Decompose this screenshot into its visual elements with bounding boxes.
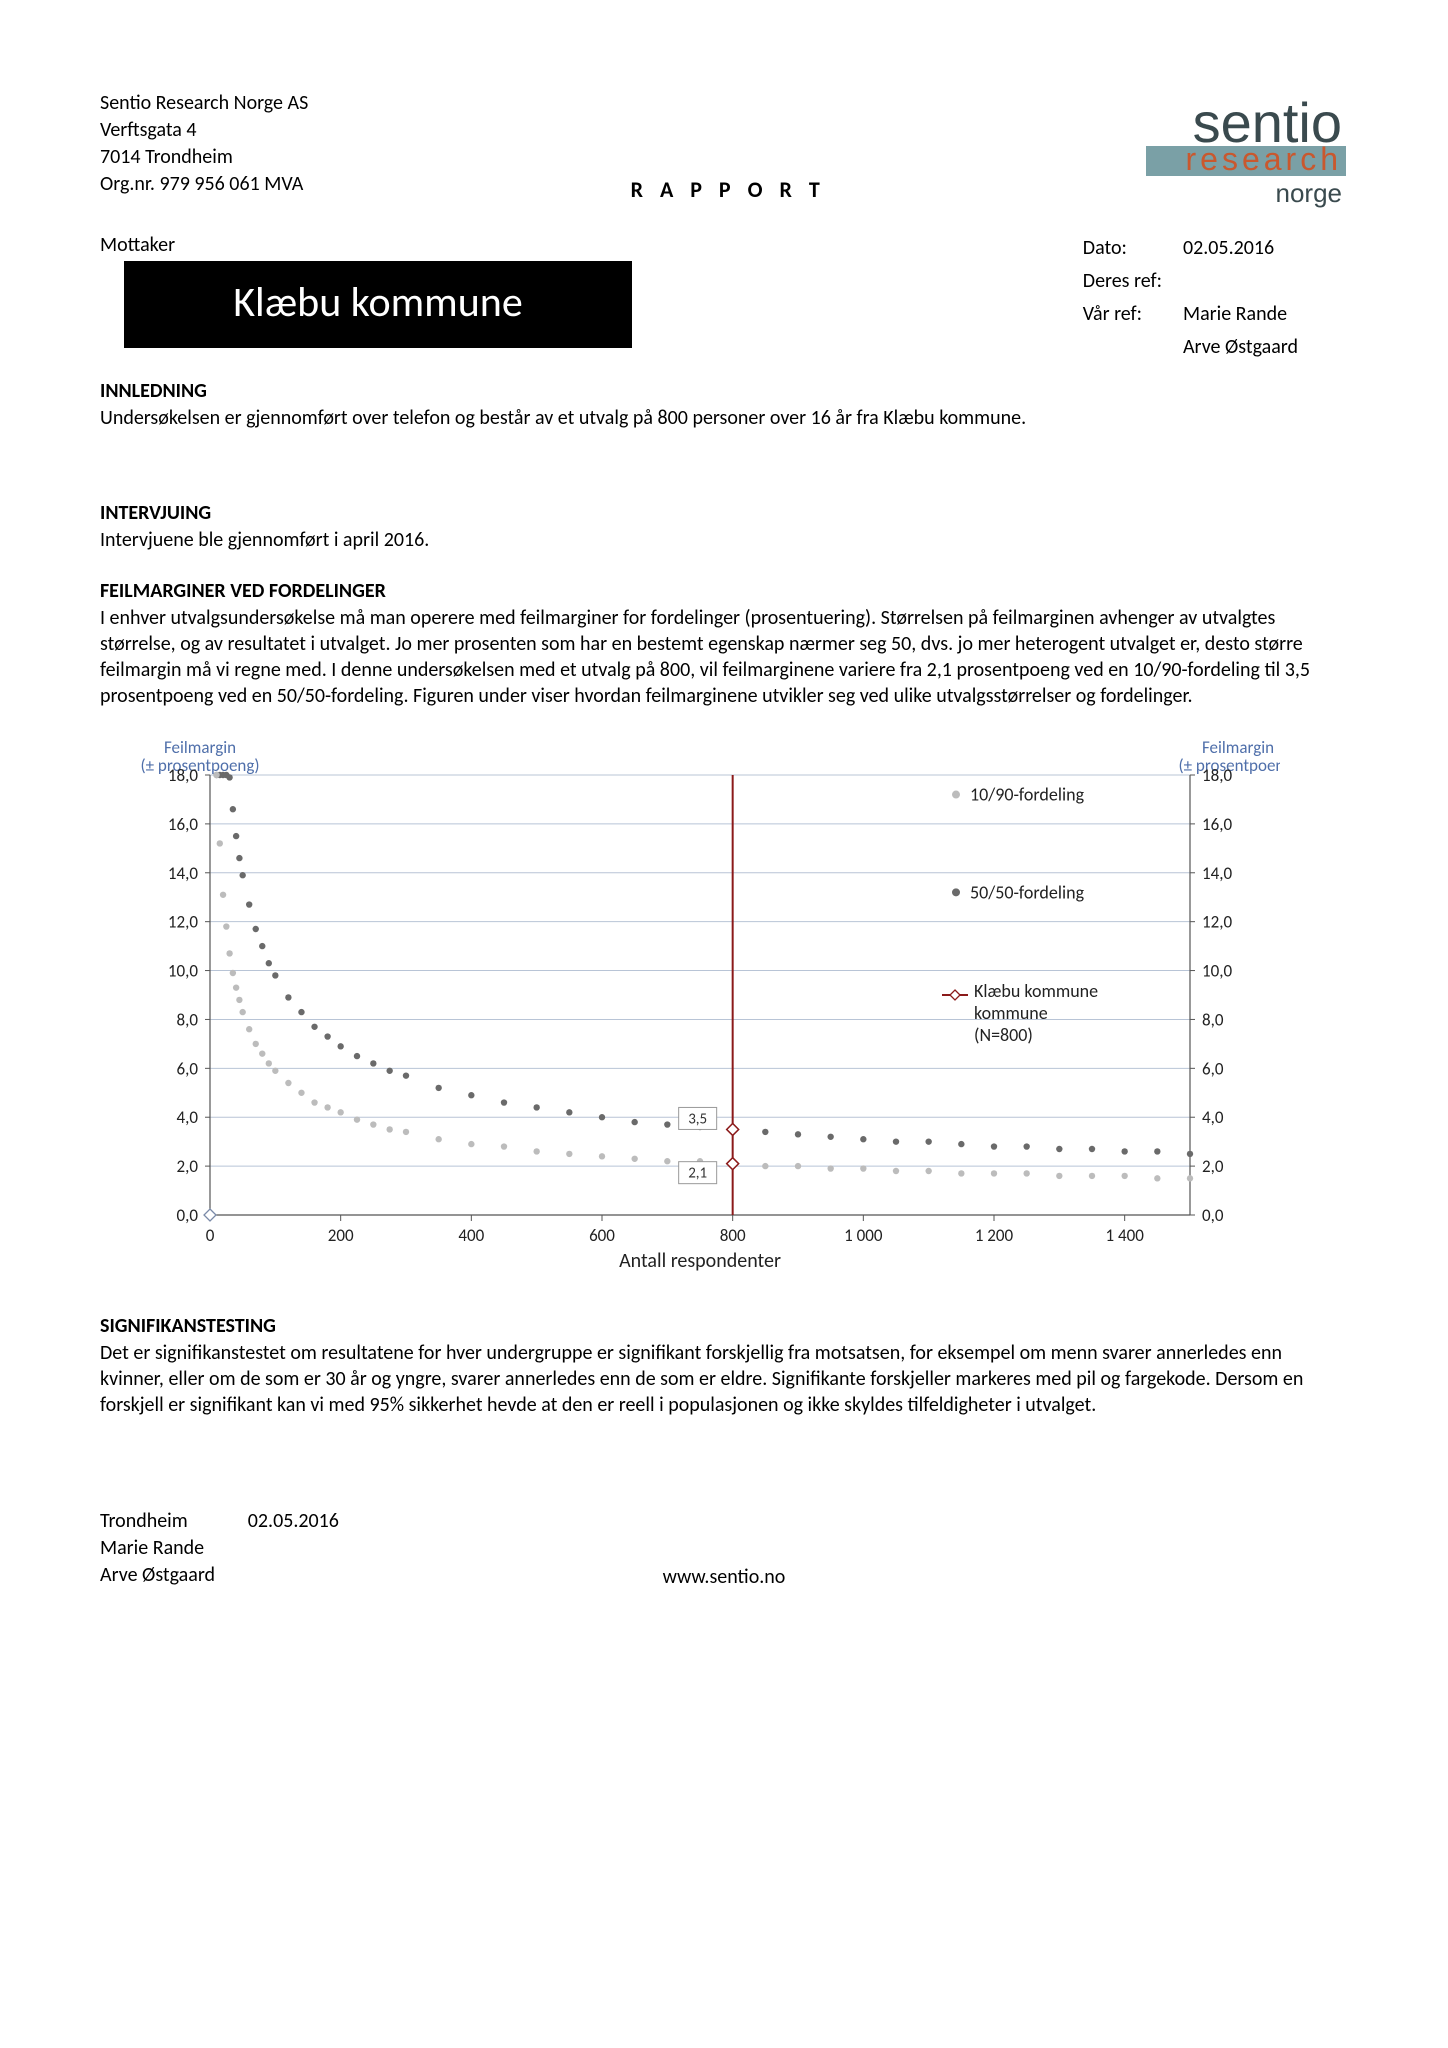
recipient-box: Klæbu kommune (124, 261, 632, 348)
svg-text:12,0: 12,0 (1202, 912, 1232, 933)
svg-text:16,0: 16,0 (168, 814, 198, 835)
svg-text:1 200: 1 200 (975, 1225, 1014, 1246)
svg-text:14,0: 14,0 (168, 863, 198, 884)
footer-sign1: Marie Rande (100, 1535, 1348, 1562)
sentio-logo-icon: sentio research norge (1088, 90, 1348, 210)
vaar-ref-value2: Arve Østgaard (1182, 332, 1316, 363)
svg-text:6,0: 6,0 (177, 1058, 199, 1079)
sender-orgnr: Org.nr. 979 956 061 MVA (100, 171, 308, 198)
feilmarginer-text: I enhver utvalgsundersøkelse må man oper… (100, 605, 1348, 709)
header-row: Sentio Research Norge AS Verftsgata 4 70… (100, 90, 1348, 215)
signifikans-heading: SIGNIFIKANSTESTING (100, 1314, 1348, 1338)
svg-text:norge: norge (1276, 178, 1343, 208)
dato-value: 02.05.2016 (1182, 233, 1316, 264)
feilmargin-chart: Feilmargin(± prosentpoeng)Feilmargin(± p… (120, 735, 1348, 1300)
reference-block: Dato: 02.05.2016 Deres ref: Vår ref: Mar… (1080, 231, 1348, 365)
footer-date: 02.05.2016 (248, 1508, 339, 1535)
innledning-text: Undersøkelsen er gjennomført over telefo… (100, 405, 1348, 431)
svg-text:2,0: 2,0 (1202, 1156, 1224, 1177)
innledning-heading: INNLEDNING (100, 379, 1348, 403)
report-title: R A P P O R T (631, 176, 826, 203)
svg-text:research: research (1186, 141, 1343, 177)
svg-text:0: 0 (206, 1225, 215, 1246)
vaar-ref-value1: Marie Rande (1182, 299, 1316, 330)
svg-text:14,0: 14,0 (1202, 863, 1232, 884)
svg-text:kommune: kommune (974, 1002, 1048, 1024)
sender-address2: 7014 Trondheim (100, 144, 308, 171)
svg-text:4,0: 4,0 (1202, 1107, 1224, 1128)
svg-text:800: 800 (720, 1225, 746, 1246)
svg-text:1 400: 1 400 (1106, 1225, 1145, 1246)
svg-text:400: 400 (458, 1225, 484, 1246)
svg-text:3,5: 3,5 (688, 1110, 707, 1128)
vaar-ref-label: Vår ref: (1082, 299, 1180, 330)
sender-name: Sentio Research Norge AS (100, 90, 308, 117)
svg-text:200: 200 (328, 1225, 354, 1246)
svg-text:1 000: 1 000 (844, 1225, 883, 1246)
svg-text:16,0: 16,0 (1202, 814, 1232, 835)
svg-text:18,0: 18,0 (168, 765, 198, 786)
svg-text:12,0: 12,0 (168, 912, 198, 933)
svg-text:(± prosentpoeng): (± prosentpoeng) (140, 755, 259, 776)
svg-text:10,0: 10,0 (1202, 961, 1232, 982)
svg-text:(N=800): (N=800) (974, 1024, 1033, 1046)
recipient-row: Klæbu kommune Dato: 02.05.2016 Deres ref… (100, 261, 1348, 365)
svg-text:8,0: 8,0 (1202, 1009, 1224, 1030)
dato-label: Dato: (1082, 233, 1180, 264)
sender-block: Sentio Research Norge AS Verftsgata 4 70… (100, 90, 308, 198)
svg-text:2,0: 2,0 (177, 1156, 199, 1177)
signifikans-text: Det er signifikanstestet om resultatene … (100, 1340, 1348, 1418)
svg-text:6,0: 6,0 (1202, 1058, 1224, 1079)
deres-ref-value (1182, 266, 1316, 297)
svg-text:8,0: 8,0 (177, 1009, 199, 1030)
svg-text:50/50-fordeling: 50/50-fordeling (970, 881, 1085, 903)
deres-ref-label: Deres ref: (1082, 266, 1180, 297)
report-page: Sentio Research Norge AS Verftsgata 4 70… (0, 0, 1448, 2048)
logo: sentio research norge (1088, 90, 1348, 215)
svg-text:2,1: 2,1 (688, 1165, 707, 1183)
svg-text:18,0: 18,0 (1202, 765, 1232, 786)
svg-text:0,0: 0,0 (177, 1205, 199, 1226)
footer-website: www.sentio.no (100, 1565, 1348, 1589)
svg-text:Klæbu kommune: Klæbu kommune (974, 980, 1098, 1002)
svg-text:0,0: 0,0 (1202, 1205, 1224, 1226)
footer-place: Trondheim (100, 1508, 188, 1535)
svg-text:600: 600 (589, 1225, 615, 1246)
svg-text:4,0: 4,0 (177, 1107, 199, 1128)
sender-address1: Verftsgata 4 (100, 117, 308, 144)
svg-text:Antall respondenter: Antall respondenter (619, 1249, 781, 1273)
intervjuing-heading: INTERVJUING (100, 501, 1348, 525)
feilmarginer-heading: FEILMARGINER VED FORDELINGER (100, 579, 1348, 603)
svg-text:10/90-fordeling: 10/90-fordeling (970, 784, 1085, 806)
svg-text:10,0: 10,0 (168, 961, 198, 982)
intervjuing-text: Intervjuene ble gjennomført i april 2016… (100, 527, 1348, 553)
